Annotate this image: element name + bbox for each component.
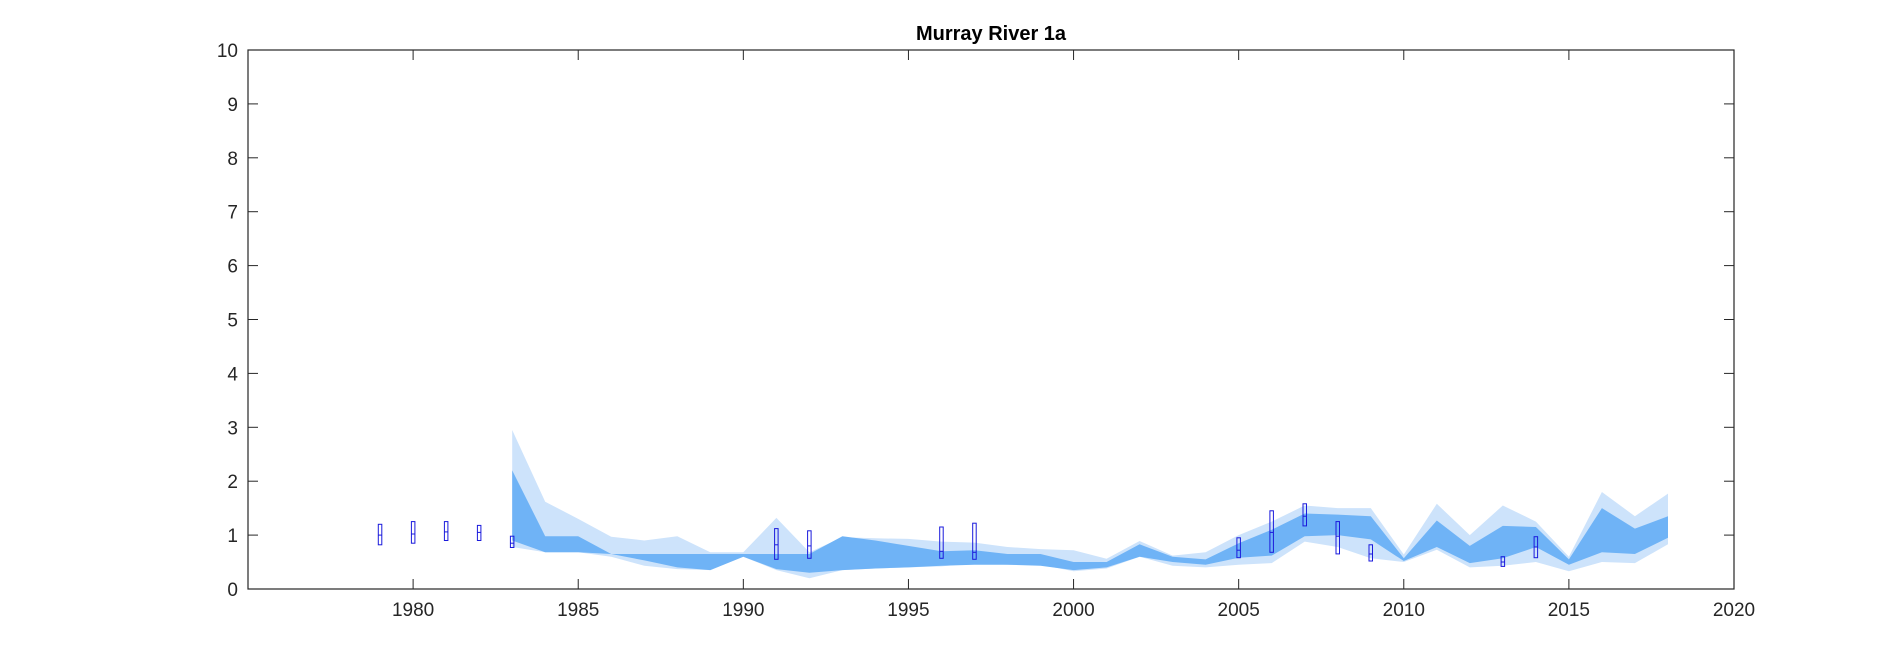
y-tick-label-5: 5 [227,311,238,332]
x-tick-label-2005: 2005 [1218,600,1260,621]
x-tick-label-2020: 2020 [1713,600,1755,621]
box-marker-1980 [410,521,416,544]
box-marker-1982 [476,524,482,542]
box-marker-1997 [972,522,977,560]
y-tick-label-1: 1 [227,526,238,547]
y-tick-label-9: 9 [227,95,238,116]
box-marker-2008 [1335,521,1340,555]
box-marker-1983 [509,535,515,549]
x-tick-label-1995: 1995 [887,600,929,621]
y-tick-label-10: 10 [217,41,238,62]
y-tick-label-3: 3 [227,418,238,439]
x-axis: 1980 1985 1990 1995 2000 2005 2010 2015 2020 [392,50,1755,621]
box-marker-1996 [939,526,944,559]
box-marker-2007 [1302,503,1307,527]
y-axis: 0 1 2 3 4 5 6 7 8 9 10 [217,41,1734,601]
bands-layer [512,430,1669,579]
y-tick-label-0: 0 [227,580,238,601]
x-tick-label-2010: 2010 [1383,600,1425,621]
x-tick-label-1990: 1990 [722,600,764,621]
y-tick-label-7: 7 [227,203,238,224]
box-marker-2009 [1368,544,1373,562]
box-marker-1981 [443,521,449,541]
box-marker-1979 [377,523,383,546]
plot-frame [247,49,1735,590]
chart-title: Murray River 1a [916,23,1067,45]
x-tick-label-1980: 1980 [392,600,434,621]
y-tick-label-4: 4 [227,364,238,385]
box-marker-2006 [1269,510,1274,553]
box-marker-1991 [774,528,779,560]
x-tick-label-1985: 1985 [557,600,599,621]
boxes-layer [377,503,1539,567]
x-tick-label-2015: 2015 [1548,600,1590,621]
box-marker-1992 [807,530,812,559]
y-tick-label-6: 6 [227,257,238,278]
y-tick-label-8: 8 [227,149,238,170]
x-tick-label-2000: 2000 [1052,600,1094,621]
inner-band-area [512,470,1669,573]
box-marker-2005 [1236,537,1241,559]
y-tick-label-2: 2 [227,472,238,493]
